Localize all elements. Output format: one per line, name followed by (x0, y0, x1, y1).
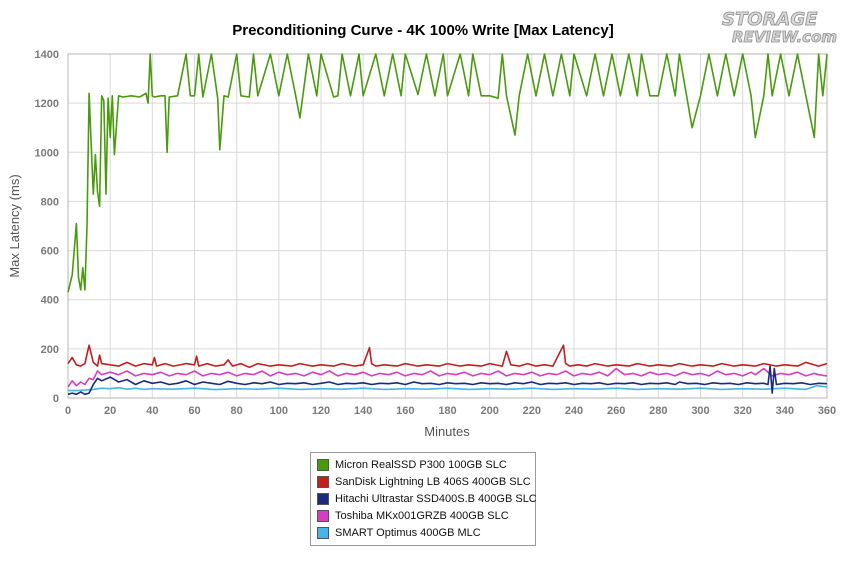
y-tick-label: 1200 (35, 98, 59, 110)
storagereview-logo: STORAGE REVIEW.com (722, 9, 838, 47)
x-tick-label: 120 (312, 405, 330, 417)
x-tick-label: 0 (65, 405, 71, 417)
x-tick-label: 20 (104, 405, 116, 417)
series-lines (67, 53, 828, 396)
y-tick-label: 1400 (35, 49, 59, 61)
legend-label: Hitachi Ultrastar SSD400S.B 400GB SLC (335, 492, 537, 505)
legend-item: Hitachi Ultrastar SSD400S.B 400GB SLC (317, 490, 537, 507)
x-axis-label: Minutes (424, 424, 470, 439)
x-tick-label: 340 (776, 405, 794, 417)
y-tick-label: 400 (41, 295, 59, 307)
x-tick-label: 260 (607, 405, 625, 417)
x-tick-label: 240 (565, 405, 583, 417)
legend-swatch (317, 492, 329, 505)
y-tick-label: 600 (41, 246, 59, 258)
legend-swatch (317, 526, 329, 539)
legend-item: SMART Optimus 400GB MLC (317, 524, 529, 541)
series-line-micron-realssd-p300-100gb-slc (67, 53, 828, 293)
series-line-hitachi-ultrastar-ssd400s-b-400gb-slc (67, 365, 828, 396)
legend-item: SanDisk Lightning LB 406S 400GB SLC (317, 473, 531, 490)
chart-title: Preconditioning Curve - 4K 100% Write [M… (232, 22, 613, 39)
x-tick-label: 180 (438, 405, 456, 417)
x-tick-label: 280 (649, 405, 667, 417)
legend-swatch (317, 475, 329, 488)
legend-label: SMART Optimus 400GB MLC (335, 526, 481, 539)
x-tick-label: 220 (523, 405, 541, 417)
x-tick-label: 60 (188, 405, 200, 417)
grid (67, 53, 828, 399)
y-tick-label: 200 (41, 344, 59, 356)
x-tick-label: 160 (396, 405, 414, 417)
series-line-sandisk-lightning-lb-406s-400gb-slc (67, 344, 828, 369)
legend-item: Micron RealSSD P300 100GB SLC (317, 456, 529, 473)
x-tick-labels: 0 20 40 60 80 100 120 140 160 180 200 220 240 260 280 3… (65, 405, 836, 417)
series-line-smart-optimus-400gb-mlc (68, 384, 828, 392)
y-tick-labels: 0 200 400 600 800 1000 1200 1400 (35, 49, 59, 405)
legend: Micron RealSSD P300 100GB SLC SanDisk Lig… (310, 452, 537, 546)
x-tick-label: 300 (691, 405, 709, 417)
x-tick-label: 140 (354, 405, 372, 417)
legend-label: SanDisk Lightning LB 406S 400GB SLC (335, 475, 531, 488)
logo-line2: REVIEW.com (732, 28, 837, 46)
legend-label: Toshiba MKx001GRZB 400GB SLC (335, 509, 509, 522)
y-axis-label: Max Latency (ms) (7, 174, 22, 277)
series-line-toshiba-mkx001grzb-400gb-slc (67, 367, 828, 388)
legend-swatch (317, 458, 329, 471)
y-tick-label: 0 (53, 393, 59, 405)
legend-item: Toshiba MKx001GRZB 400GB SLC (317, 507, 529, 524)
logo-line1: STORAGE (722, 9, 818, 30)
x-tick-label: 200 (480, 405, 498, 417)
y-tick-label: 1000 (35, 147, 59, 159)
plot-frame (67, 53, 828, 399)
x-tick-label: 80 (231, 405, 243, 417)
x-tick-label: 40 (146, 405, 158, 417)
x-tick-label: 360 (818, 405, 836, 417)
legend-label: Micron RealSSD P300 100GB SLC (335, 458, 507, 471)
x-tick-label: 320 (733, 405, 751, 417)
x-tick-label: 100 (270, 405, 288, 417)
y-tick-label: 800 (41, 196, 59, 208)
legend-swatch (317, 509, 329, 522)
